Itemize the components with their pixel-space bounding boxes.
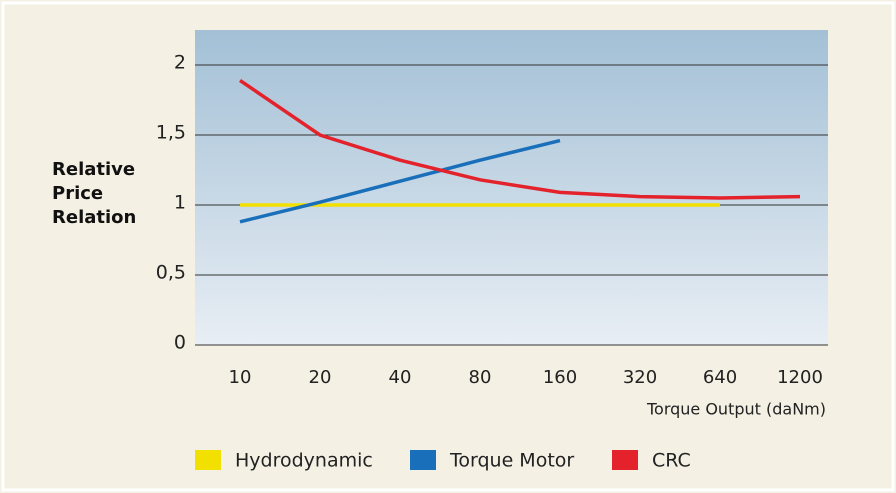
series-line — [239, 78, 801, 200]
legend-label: Torque Motor — [449, 450, 574, 472]
legend-label: CRC — [652, 450, 691, 472]
y-tick-label: 2 — [174, 52, 186, 74]
x-tick-label: 1200 — [777, 367, 823, 388]
y-tick-label: 0 — [174, 332, 186, 354]
x-axis-label: Torque Output (daNm) — [646, 400, 826, 419]
x-tick-label: 40 — [389, 367, 412, 388]
legend-label: Hydrodynamic — [235, 450, 373, 472]
x-tick-label: 640 — [703, 367, 737, 388]
legend-swatch — [195, 450, 221, 470]
x-tick-label: 80 — [469, 367, 492, 388]
legend-swatch — [612, 450, 638, 470]
series-line — [239, 138, 561, 224]
x-tick-label: 320 — [623, 367, 657, 388]
x-tick-label: 20 — [309, 367, 332, 388]
y-tick-label: 0,5 — [156, 262, 186, 284]
legend-swatch — [410, 450, 436, 470]
x-tick-label: 160 — [543, 367, 577, 388]
y-tick-label: 1,5 — [156, 122, 186, 144]
y-tick-label: 1 — [174, 192, 186, 214]
y-axis-label: Relative Price Relation — [52, 159, 137, 228]
x-tick-label: 10 — [229, 367, 252, 388]
plot-area — [195, 30, 828, 345]
